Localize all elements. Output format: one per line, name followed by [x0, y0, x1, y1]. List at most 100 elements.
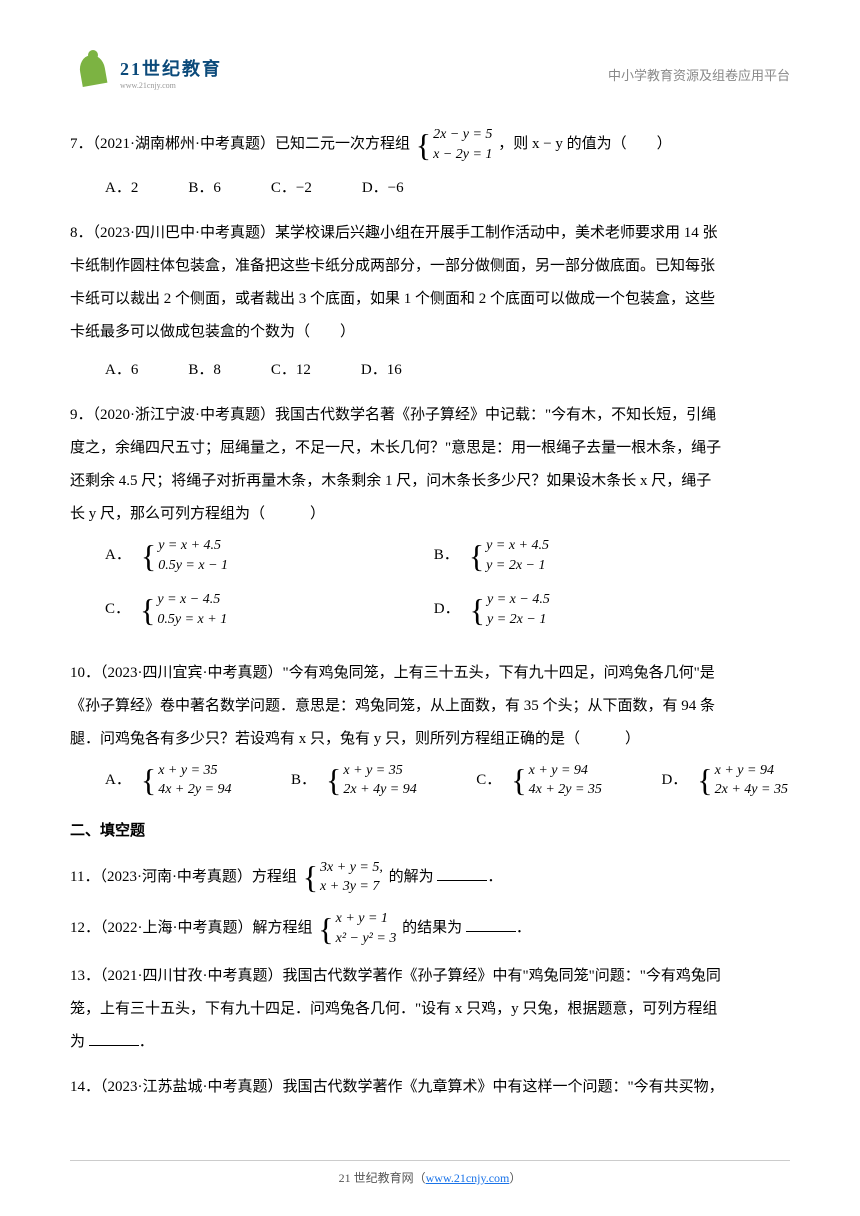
- q9-line3: 还剩余 4.5 尺；将绳子对折再量木条，木条剩余 1 尺，问木条长多少尺？如果设…: [70, 465, 790, 498]
- footer-text1: 21 世纪教育网（: [339, 1171, 426, 1185]
- q8-optD: D．16: [361, 354, 402, 387]
- q8-optB: B．8: [188, 354, 221, 387]
- section-2-title: 二、填空题: [70, 815, 790, 848]
- footer-link: www.21cnjy.com: [426, 1171, 510, 1185]
- q12-eq2: x² − y² = 3: [336, 929, 397, 949]
- q10-optC-label: C．: [476, 764, 501, 797]
- q7-system: { 2x − y = 5 x − 2y = 1: [416, 125, 493, 164]
- q9-optA: A． { y = x + 4.5 0.5y = x − 1: [105, 536, 434, 575]
- footer-text2: ）: [509, 1171, 521, 1185]
- header-right-text: 中小学教育资源及组卷应用平台: [608, 65, 790, 84]
- q9-optA-label: A．: [105, 539, 131, 572]
- logo-text: 21世纪教育: [120, 55, 222, 81]
- q10-optD-label: D．: [661, 764, 687, 797]
- q10-line1: 10．（2023·四川宜宾·中考真题）"今有鸡兔同笼，上有三十五头，下有九十四足…: [70, 657, 790, 690]
- q13-line1: 13．（2021·四川甘孜·中考真题）我国古代数学著作《孙子算经》中有"鸡兔同笼…: [70, 960, 790, 993]
- question-7: 7．（2021·湖南郴州·中考真题）已知二元一次方程组 { 2x − y = 5…: [70, 125, 790, 205]
- q9-optD-eq2: y = 2x − 1: [487, 610, 550, 630]
- q7-optB: B．6: [188, 172, 221, 205]
- q11-blank: [437, 863, 487, 881]
- q11-suffix: 的解为: [389, 869, 434, 885]
- q8-line4: 卡纸最多可以做成包装盒的个数为（ ）: [70, 316, 790, 349]
- q10-optC-eq2: 4x + 2y = 35: [529, 780, 602, 800]
- q7-optA: A．2: [105, 172, 138, 205]
- q9-optA-eq2: 0.5y = x − 1: [158, 556, 228, 576]
- footer-divider: [70, 1160, 790, 1161]
- q9-options: A． { y = x + 4.5 0.5y = x − 1 B． { y = x…: [105, 536, 790, 644]
- q7-suffix: ，则 x − y 的值为（ ）: [498, 136, 671, 152]
- q10-optB: B． { x + y = 35 2x + 4y = 94: [291, 761, 419, 800]
- q9-optB-eq1: y = x + 4.5: [486, 536, 549, 556]
- q7-options: A．2 B．6 C．−2 D．−6: [105, 172, 790, 205]
- q9-optA-eq1: y = x + 4.5: [158, 536, 228, 556]
- q8-optA: A．6: [105, 354, 138, 387]
- q14-line1: 14．（2023·江苏盐城·中考真题）我国古代数学著作《九章算术》中有这样一个问…: [70, 1071, 790, 1104]
- q9-optB-eq2: y = 2x − 1: [486, 556, 549, 576]
- q10-optB-label: B．: [291, 764, 316, 797]
- q12-eq1: x + y = 1: [336, 909, 397, 929]
- logo-url: www.21cnjy.com: [120, 81, 222, 90]
- q10-optD-eq1: x + y = 94: [715, 761, 788, 781]
- q7-prefix: 7．（2021·湖南郴州·中考真题）已知二元一次方程组: [70, 136, 410, 152]
- q8-optC: C．12: [271, 354, 311, 387]
- q9-line2: 度之，余绳四尺五寸；屈绳量之，不足一尺，木长几何？"意思是：用一根绳子去量一根木…: [70, 432, 790, 465]
- question-11: 11．（2023·河南·中考真题）方程组 { 3x + y = 5, x + 3…: [70, 858, 790, 897]
- page-footer: 21 世纪教育网（www.21cnjy.com）: [0, 1160, 860, 1186]
- q11-system: { 3x + y = 5, x + 3y = 7: [303, 858, 383, 897]
- q9-optC-eq2: 0.5y = x + 1: [157, 610, 227, 630]
- question-8: 8．（2023·四川巴中·中考真题）某学校课后兴趣小组在开展手工制作活动中，美术…: [70, 217, 790, 387]
- q10-optC: C． { x + y = 94 4x + 2y = 35: [476, 761, 604, 800]
- q12-prefix: 12．（2022·上海·中考真题）解方程组: [70, 920, 313, 936]
- q7-eq1: 2x − y = 5: [433, 125, 492, 145]
- q10-optC-eq1: x + y = 94: [529, 761, 602, 781]
- q10-optB-eq1: x + y = 35: [343, 761, 416, 781]
- question-14: 14．（2023·江苏盐城·中考真题）我国古代数学著作《九章算术》中有这样一个问…: [70, 1071, 790, 1104]
- q10-optA: A． { x + y = 35 4x + 2y = 94: [105, 761, 234, 800]
- q7-text: 7．（2021·湖南郴州·中考真题）已知二元一次方程组 { 2x − y = 5…: [70, 125, 790, 164]
- q11-prefix: 11．（2023·河南·中考真题）方程组: [70, 869, 297, 885]
- q10-line3: 腿．问鸡兔各有多少只？若设鸡有 x 只，兔有 y 只，则所列方程组正确的是（ ）: [70, 723, 790, 756]
- content-area: 7．（2021·湖南郴州·中考真题）已知二元一次方程组 { 2x − y = 5…: [70, 125, 790, 1104]
- q10-optA-eq2: 4x + 2y = 94: [158, 780, 231, 800]
- q12-system: { x + y = 1 x² − y² = 3: [318, 909, 396, 948]
- q8-line1: 8．（2023·四川巴中·中考真题）某学校课后兴趣小组在开展手工制作活动中，美术…: [70, 217, 790, 250]
- q7-optC: C．−2: [271, 172, 312, 205]
- q13-line2: 笼，上有三十五头，下有九十四足．问鸡兔各几何．"设有 x 只鸡，y 只兔，根据题…: [70, 993, 790, 1026]
- q13-line3-text: 为: [70, 1034, 85, 1050]
- q9-optB: B． { y = x + 4.5 y = 2x − 1: [434, 536, 763, 575]
- q13-line3: 为 ．: [70, 1026, 790, 1059]
- q11-eq2: x + 3y = 7: [320, 877, 383, 897]
- q10-optD: D． { x + y = 94 2x + 4y = 35: [661, 761, 790, 800]
- q9-line1: 9．（2020·浙江宁波·中考真题）我国古代数学名著《孙子算经》中记载："今有木…: [70, 399, 790, 432]
- q12-suffix: 的结果为: [402, 920, 462, 936]
- q9-optD: D． { y = x − 4.5 y = 2x − 1: [434, 590, 763, 629]
- q8-options: A．6 B．8 C．12 D．16: [105, 354, 790, 387]
- q10-line2: 《孙子算经》卷中著名数学问题．意思是：鸡兔同笼，从上面数，有 35 个头；从下面…: [70, 690, 790, 723]
- q11-eq1: 3x + y = 5,: [320, 858, 383, 878]
- q10-optA-eq1: x + y = 35: [158, 761, 231, 781]
- q10-optD-eq2: 2x + 4y = 35: [715, 780, 788, 800]
- q10-optB-eq2: 2x + 4y = 94: [343, 780, 416, 800]
- q9-optD-label: D．: [434, 593, 460, 626]
- question-12: 12．（2022·上海·中考真题）解方程组 { x + y = 1 x² − y…: [70, 909, 790, 948]
- q9-optB-label: B．: [434, 539, 459, 572]
- q12-blank: [466, 914, 516, 932]
- q10-optA-label: A．: [105, 764, 131, 797]
- q8-line2: 卡纸制作圆柱体包装盒，准备把这些卡纸分成两部分，一部分做侧面，另一部分做底面。已…: [70, 250, 790, 283]
- logo-text-block: 21世纪教育 www.21cnjy.com: [120, 55, 222, 90]
- q9-optC-eq1: y = x − 4.5: [157, 590, 227, 610]
- logo-icon: [70, 50, 115, 95]
- q9-line4: 长 y 尺，那么可列方程组为（ ）: [70, 498, 790, 531]
- q10-options: A． { x + y = 35 4x + 2y = 94 B． { x + y …: [105, 761, 790, 800]
- question-9: 9．（2020·浙江宁波·中考真题）我国古代数学名著《孙子算经》中记载："今有木…: [70, 399, 790, 644]
- logo-area: 21世纪教育 www.21cnjy.com: [70, 50, 222, 95]
- q8-line3: 卡纸可以裁出 2 个侧面，或者裁出 3 个底面，如果 1 个侧面和 2 个底面可…: [70, 283, 790, 316]
- q13-blank: [89, 1028, 139, 1046]
- q9-optC-label: C．: [105, 593, 130, 626]
- q7-eq2: x − 2y = 1: [433, 145, 492, 165]
- q9-optD-eq1: y = x − 4.5: [487, 590, 550, 610]
- q7-optD: D．−6: [362, 172, 404, 205]
- page-header: 21世纪教育 www.21cnjy.com 中小学教育资源及组卷应用平台: [70, 50, 790, 95]
- question-10: 10．（2023·四川宜宾·中考真题）"今有鸡兔同笼，上有三十五头，下有九十四足…: [70, 657, 790, 800]
- question-13: 13．（2021·四川甘孜·中考真题）我国古代数学著作《孙子算经》中有"鸡兔同笼…: [70, 960, 790, 1059]
